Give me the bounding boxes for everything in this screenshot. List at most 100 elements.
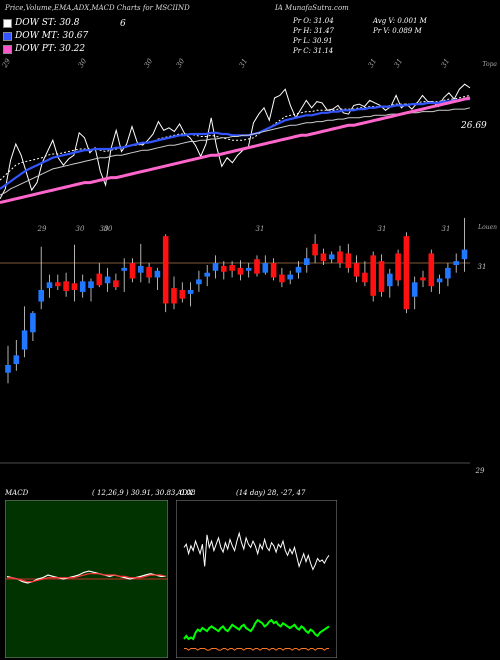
adx-series-line <box>183 531 330 571</box>
candle-body <box>411 282 418 297</box>
candle-body <box>387 273 393 287</box>
date-tick-label: 30 <box>175 58 187 69</box>
candle-body <box>30 313 36 333</box>
date-tick-label: 30 <box>100 225 109 233</box>
candle-body <box>63 281 69 291</box>
adx-background <box>176 500 337 658</box>
candle-body <box>171 288 177 304</box>
ema-series-line <box>0 107 471 196</box>
adx-params: (14 day) 28, -27, 47 <box>236 489 306 497</box>
stat-open: Pr O: 31.04 <box>293 17 334 25</box>
candle-body <box>38 290 44 302</box>
date-tick-label: 30 <box>104 225 113 233</box>
candle-body <box>436 278 443 283</box>
date-tick-label: 29 <box>0 58 12 70</box>
candle-body <box>395 253 401 281</box>
adx-series-line <box>184 648 329 651</box>
candle-body <box>196 279 202 285</box>
adx-series-line <box>183 618 330 641</box>
macd-params: ( 12,26,9 ) 30.91, 30.83, 0.08 <box>92 489 196 497</box>
ema-series-line <box>0 83 471 200</box>
candle-body <box>353 263 360 277</box>
candle-body <box>55 282 61 287</box>
legend-dow-mt: DOW MT: 30.67 <box>3 30 88 42</box>
date-tick-label: 31 <box>440 58 451 69</box>
candle-body <box>71 283 78 290</box>
candle-body <box>121 267 127 271</box>
candle-body <box>88 281 94 289</box>
price-level-label: 31 <box>478 263 487 271</box>
candle-body <box>304 258 310 265</box>
candle-body <box>162 236 169 304</box>
date-tick-label: 31 <box>393 58 404 69</box>
stat-avg-volume: Avg V: 0.001 M <box>373 17 427 25</box>
ema-series-line <box>0 96 471 205</box>
candle-body <box>254 259 260 274</box>
candle-body <box>320 253 327 262</box>
site-label: IA MunafaSutra.com <box>275 4 349 12</box>
date-tick-label: 31 <box>442 225 451 233</box>
legend-dow-pt: DOW PT: 30.22 <box>3 43 85 55</box>
macd-chart <box>5 500 168 658</box>
price-level-label: 29 <box>475 467 485 475</box>
candle-body <box>328 254 335 260</box>
candle-body <box>187 290 194 294</box>
candle-body <box>237 267 244 275</box>
candle-body <box>21 330 28 350</box>
candle-body <box>295 266 302 273</box>
candle-body <box>287 274 293 280</box>
header-number: 6 <box>120 19 126 29</box>
stat-high: Pr H: 31.47 <box>293 27 335 35</box>
adx-title: ADX <box>177 489 193 497</box>
legend-swatch-white <box>3 18 12 28</box>
candle-body <box>337 251 343 264</box>
stat-volume: Pr V: 0.089 M <box>373 27 422 35</box>
candle-body <box>13 355 20 365</box>
adx-chart <box>176 500 337 658</box>
candle-body <box>212 263 219 271</box>
candle-body <box>270 263 277 278</box>
date-tick-label: 30 <box>143 58 155 69</box>
candle-body <box>378 261 385 292</box>
candle-body <box>138 265 144 273</box>
ema-series-line <box>0 94 471 181</box>
candle-body <box>46 282 53 289</box>
legend-dow-st: DOW ST: 30.8 <box>3 17 80 29</box>
stat-low: Pr L: 30.91 <box>293 37 333 45</box>
candle-body <box>229 265 235 271</box>
candle-body <box>154 270 161 278</box>
legend-label: DOW PT: 30.22 <box>15 44 86 54</box>
candle-body <box>5 365 11 373</box>
candle-body <box>420 277 426 281</box>
candle-body <box>345 253 352 268</box>
date-tick-label: 31 <box>256 225 265 233</box>
candle-body <box>445 267 451 279</box>
legend-swatch-blue <box>3 31 12 41</box>
corner-label: Louen <box>477 224 497 231</box>
candle-body <box>262 263 269 273</box>
macd-series-line <box>7 573 167 583</box>
candle-body <box>129 263 136 279</box>
candle-body <box>403 236 410 310</box>
chart-title: Price,Volume,EMA,ADX,MACD Charts for MSC… <box>5 4 190 12</box>
date-tick-label: 30 <box>77 58 89 69</box>
candle-body <box>453 261 459 265</box>
ema-chart: 29 30 30 30 31 31 31 31 Topa 26.69 <box>0 58 497 205</box>
candle-body <box>370 255 376 296</box>
legend-swatch-pink <box>3 44 12 54</box>
ema-series-line <box>0 97 470 190</box>
legend-label: DOW MT: 30.67 <box>15 31 89 41</box>
candle-body <box>104 276 111 284</box>
date-tick-label: 31 <box>367 58 378 69</box>
candle-body <box>461 249 468 260</box>
candle-body <box>245 267 252 271</box>
candle-body <box>204 272 210 277</box>
legend-label: DOW ST: 30.8 <box>15 18 80 28</box>
ema-value-label: 26.69 <box>460 121 487 131</box>
candle-body <box>179 290 186 299</box>
candle-body <box>79 281 86 292</box>
candle-body <box>146 266 152 278</box>
macd-title: MACD <box>5 489 29 497</box>
corner-label: Topa <box>482 61 497 68</box>
candle-body <box>113 280 119 288</box>
